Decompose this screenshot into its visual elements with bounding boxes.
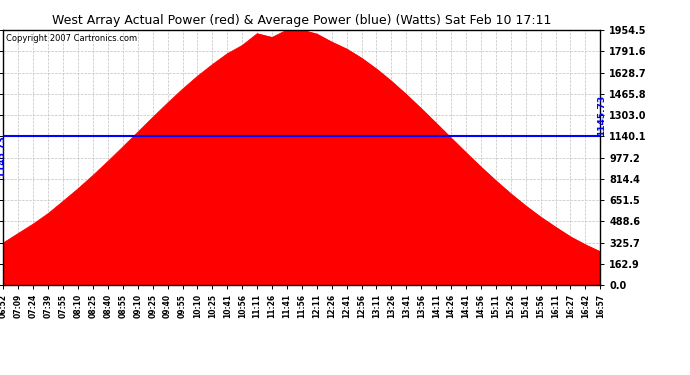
Text: 1145.73: 1145.73 bbox=[597, 94, 606, 135]
Text: *1145.73: *1145.73 bbox=[0, 135, 7, 182]
Title: West Array Actual Power (red) & Average Power (blue) (Watts) Sat Feb 10 17:11: West Array Actual Power (red) & Average … bbox=[52, 15, 551, 27]
Text: Copyright 2007 Cartronics.com: Copyright 2007 Cartronics.com bbox=[6, 34, 137, 43]
